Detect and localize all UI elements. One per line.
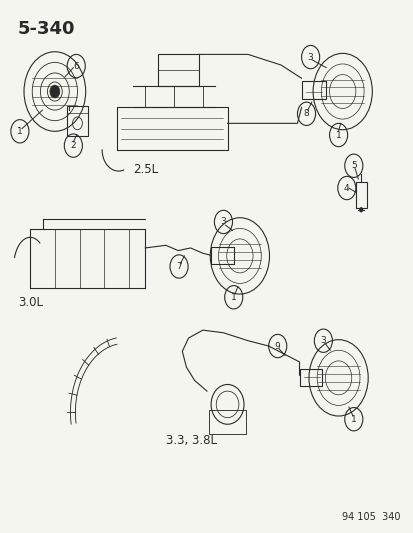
Bar: [299, 369, 321, 386]
Text: 3.3, 3.8L: 3.3, 3.8L: [166, 433, 216, 447]
Text: 5: 5: [350, 161, 356, 170]
Text: 5-340: 5-340: [18, 20, 75, 38]
Text: 1: 1: [350, 415, 356, 424]
Text: 2.5L: 2.5L: [133, 163, 158, 176]
Bar: [157, 54, 198, 86]
Text: 6: 6: [73, 62, 79, 70]
Text: 1: 1: [335, 131, 341, 140]
Text: 7: 7: [176, 262, 181, 271]
Bar: [301, 81, 325, 100]
Bar: [209, 410, 245, 433]
Text: 2: 2: [70, 141, 76, 150]
Text: 4: 4: [343, 183, 349, 192]
Text: 3: 3: [320, 336, 325, 345]
Text: 3: 3: [307, 53, 313, 62]
Circle shape: [358, 207, 362, 213]
Text: 1: 1: [17, 127, 23, 136]
Bar: [67, 107, 88, 135]
Text: 94 105  340: 94 105 340: [341, 512, 399, 522]
Text: 9: 9: [274, 342, 280, 351]
Text: 3.0L: 3.0L: [18, 296, 43, 309]
Text: 1: 1: [230, 293, 236, 302]
Bar: [211, 247, 233, 264]
Text: 8: 8: [303, 109, 309, 118]
Text: 3: 3: [220, 217, 226, 227]
Bar: [356, 182, 366, 208]
Circle shape: [50, 85, 59, 98]
